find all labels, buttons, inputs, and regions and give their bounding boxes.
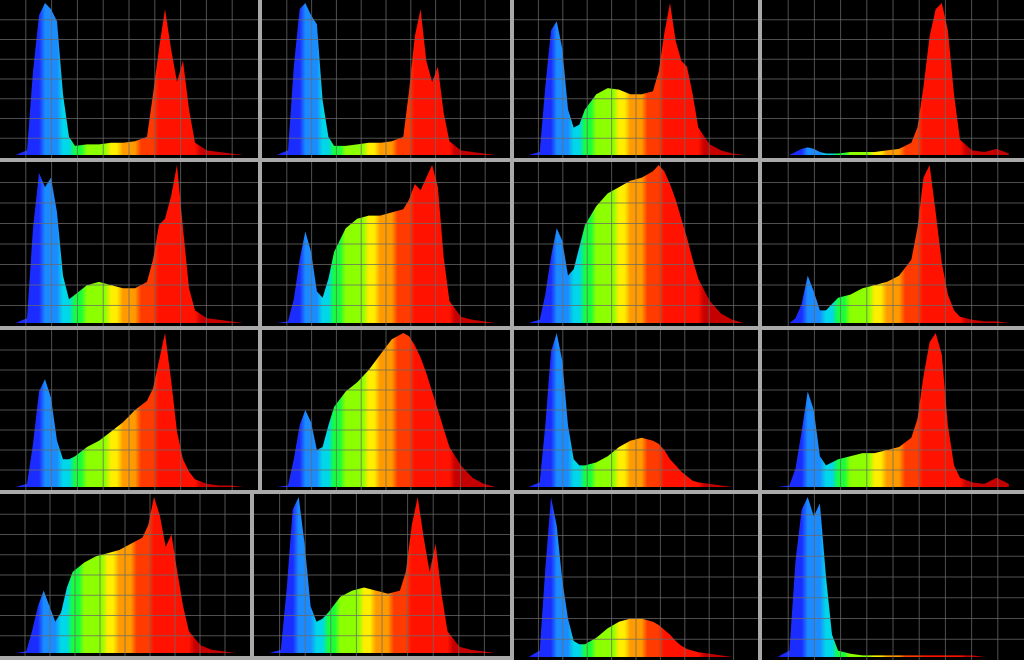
spectrum-chart-14 xyxy=(254,494,510,656)
spectrum-panel-7 xyxy=(514,162,758,326)
spectrum-area-3 xyxy=(528,3,744,155)
spectrum-panel-16 xyxy=(762,494,1024,660)
spectrum-chart-12 xyxy=(762,330,1024,490)
spectrum-panel-14 xyxy=(254,494,510,656)
spectrum-chart-4 xyxy=(762,0,1024,158)
spectrum-chart-16 xyxy=(762,494,1024,660)
spectrum-chart-7 xyxy=(514,162,758,326)
spectrum-area-14 xyxy=(268,497,496,653)
spectrum-chart-6 xyxy=(262,162,510,326)
spectrum-chart-3 xyxy=(514,0,758,158)
spectrum-panel-12 xyxy=(762,330,1024,490)
spectrum-chart-13 xyxy=(0,494,250,656)
spectrum-panel-15 xyxy=(514,494,758,660)
spectrum-area-4 xyxy=(777,3,1009,155)
spectrum-area-5 xyxy=(15,165,243,323)
spectrum-panel-1 xyxy=(0,0,258,158)
spectrum-panel-8 xyxy=(762,162,1024,326)
spectrum-chart-10 xyxy=(262,330,510,490)
spectrum-panel-6 xyxy=(262,162,510,326)
spectrum-chart-5 xyxy=(0,162,258,326)
spectrum-chart-9 xyxy=(0,330,258,490)
spectrum-chart-8 xyxy=(762,162,1024,326)
spectrum-panel-10 xyxy=(262,330,510,490)
spectrum-chart-2 xyxy=(262,0,510,158)
spectrum-area-2 xyxy=(276,3,496,155)
spectrum-area-1 xyxy=(15,3,243,155)
spectrum-panel-13 xyxy=(0,494,250,656)
spectrum-panel-2 xyxy=(262,0,510,158)
spectrum-chart-11 xyxy=(514,330,758,490)
spectrum-area-12 xyxy=(777,333,1009,487)
spectrum-panel-4 xyxy=(762,0,1024,158)
spectrum-panel-11 xyxy=(514,330,758,490)
spectrum-panel-5 xyxy=(0,162,258,326)
spectrum-panel-3 xyxy=(514,0,758,158)
spectrum-panel-9 xyxy=(0,330,258,490)
spectrum-chart-15 xyxy=(514,494,758,660)
spectrum-chart-1 xyxy=(0,0,258,158)
